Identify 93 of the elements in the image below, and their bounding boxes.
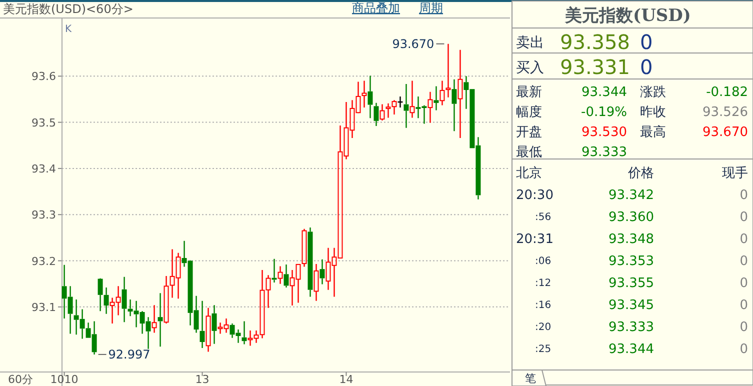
text: 93.353 <box>608 254 654 269</box>
text: 93.355 <box>608 276 654 291</box>
y-tick-label: 93.5 <box>32 116 56 130</box>
candlestick <box>206 307 211 352</box>
candlestick <box>308 226 313 298</box>
text: :20 <box>535 322 552 333</box>
text: 20:31 <box>516 232 554 247</box>
text: -0.182 <box>706 85 748 100</box>
y-tick-label: 93.1 <box>32 300 56 314</box>
text: 93.333 <box>582 145 627 160</box>
candlestick <box>428 91 433 124</box>
text: 93.333 <box>608 320 654 335</box>
text: 0 <box>740 254 748 269</box>
text: 笔 <box>525 372 536 385</box>
text: 93.345 <box>608 298 654 313</box>
text: 昨收 <box>640 105 666 120</box>
text: :16 <box>535 300 552 311</box>
x-axis-title: 60分 <box>8 373 33 386</box>
candlestick <box>404 83 409 128</box>
text: 0 <box>740 232 748 247</box>
candlestick <box>362 80 367 108</box>
text: 93.348 <box>608 232 654 247</box>
text: 93.344 <box>608 342 654 357</box>
candlestick <box>158 292 163 348</box>
annotation: K <box>65 24 72 35</box>
text: 价格 <box>627 166 654 181</box>
text: 20:30 <box>516 188 554 203</box>
annotation: 93.670 <box>392 36 434 51</box>
text: 93.342 <box>608 188 654 203</box>
candlestick <box>446 43 451 98</box>
text: 93.331 <box>560 55 630 79</box>
candlestick <box>434 86 439 111</box>
text: 最新 <box>516 85 542 100</box>
text: 0 <box>740 320 748 335</box>
candlestick <box>98 278 103 312</box>
text: :25 <box>535 344 552 355</box>
text: 最高 <box>640 124 666 140</box>
text: 0 <box>740 342 748 357</box>
candlestick <box>452 78 457 132</box>
candlestick <box>440 80 445 106</box>
text: 0 <box>740 276 748 291</box>
text: 0 <box>740 188 748 203</box>
text: :12 <box>535 278 552 289</box>
x-tick-label: 1010 <box>50 373 78 386</box>
text: 0 <box>640 55 653 79</box>
candlestick <box>368 75 373 119</box>
text: 卖出 <box>516 35 544 51</box>
text: 93.358 <box>560 30 630 54</box>
annotation: 92.997 <box>108 347 150 362</box>
x-tick-label: 14 <box>339 373 354 386</box>
candlestick <box>122 276 127 323</box>
text: :56 <box>535 212 552 223</box>
text: 0 <box>740 298 748 313</box>
text: 商品叠加 <box>352 1 400 15</box>
y-tick-label: 93.2 <box>32 254 56 268</box>
candlestick <box>410 80 415 118</box>
candlestick <box>458 49 463 139</box>
candlestick <box>200 300 205 349</box>
candlestick <box>374 102 379 127</box>
text: 涨跌 <box>640 85 666 100</box>
text: 幅度 <box>516 104 542 120</box>
candlestick <box>104 286 109 314</box>
text: 买入 <box>516 60 544 76</box>
text: 最低 <box>516 145 542 160</box>
candlestick <box>212 304 217 344</box>
candlestick <box>242 320 247 345</box>
chart-title: 美元指数(USD)<60分> <box>3 2 134 16</box>
candlestick <box>320 258 325 285</box>
candlestick <box>278 266 283 284</box>
text: 93.670 <box>702 125 748 140</box>
y-tick-label: 93.6 <box>32 70 56 84</box>
candlestick <box>164 275 169 324</box>
text: 93.526 <box>702 105 748 120</box>
text: 93.360 <box>608 210 654 225</box>
candlestick <box>152 304 157 334</box>
text: 现手 <box>722 166 748 181</box>
text: 0 <box>640 30 653 54</box>
y-tick-label: 93.4 <box>32 162 56 176</box>
text: 美元指数(USD) <box>564 6 691 26</box>
text: 93.344 <box>582 85 627 100</box>
x-tick-label: 13 <box>195 373 210 386</box>
candlestick <box>314 263 319 302</box>
text: 开盘 <box>516 125 542 140</box>
text: 93.530 <box>582 125 627 140</box>
text: 北京 <box>516 166 542 181</box>
candlestick <box>284 264 289 288</box>
y-tick-label: 93.3 <box>32 208 56 222</box>
text: -0.19% <box>581 105 627 120</box>
text: 0 <box>740 210 748 225</box>
text: 周期 <box>419 1 443 15</box>
text: :06 <box>535 256 552 267</box>
candlestick <box>302 228 307 268</box>
candlestick <box>380 104 385 122</box>
